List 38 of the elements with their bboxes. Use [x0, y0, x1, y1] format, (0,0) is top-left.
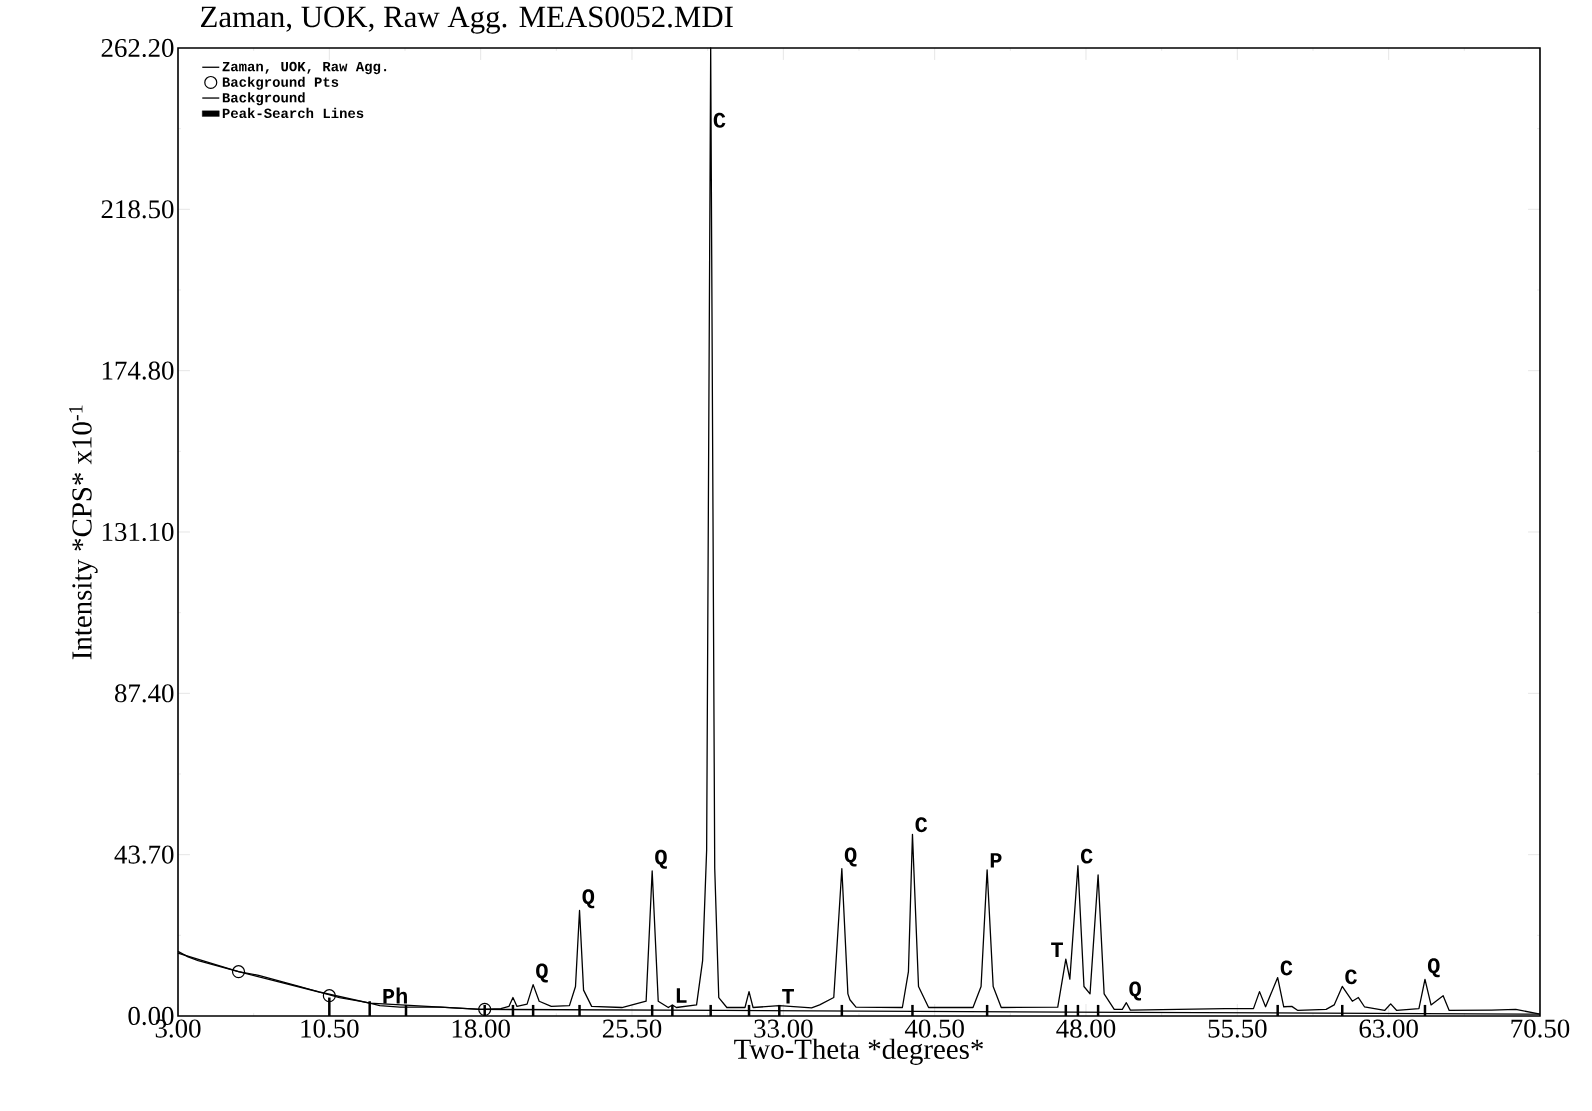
annotation: Q: [655, 849, 667, 869]
legend-label: Background Pts: [222, 76, 339, 90]
x-tick-label: 48.00: [1056, 1019, 1116, 1038]
x-axis-title: Two-Theta *degrees*: [734, 1038, 983, 1065]
x-tick-label: 63.00: [1359, 1019, 1418, 1038]
x-tick-label: 55.50: [1208, 1019, 1267, 1038]
y-tick-label: 174.80: [102, 361, 174, 380]
annotation: Q: [1129, 981, 1142, 1001]
annotation: C: [713, 112, 726, 128]
annotation: Q: [582, 889, 595, 909]
annotation: C: [1345, 969, 1357, 985]
y-tick-label: 131.10: [102, 522, 174, 542]
y-tick-label: 262.20: [101, 38, 174, 58]
annotation: C: [1080, 848, 1093, 864]
y-tick-label: 218.50: [101, 200, 174, 219]
annotation: C: [1280, 960, 1293, 976]
y-axis-title: Intensity *CPS* x10$^{-1}$: [69, 405, 98, 660]
legend-label: Background: [222, 92, 305, 106]
annotation: T: [1051, 942, 1063, 957]
annotation: L: [676, 988, 687, 1003]
x-tick-label: 40.50: [904, 1019, 964, 1038]
annotation: P: [990, 853, 1002, 868]
annotation: C: [915, 817, 928, 833]
x-tick-label: 10.50: [301, 1019, 359, 1038]
chart-title: Zaman, UOK, Raw Agg. MEAS0052.MDI: [201, 6, 733, 34]
y-tick-label: 87.40: [114, 684, 174, 703]
x-tick-label: 70.50: [1511, 1019, 1570, 1038]
annotation: Ph: [383, 987, 407, 1004]
legend-label: Peak-Search Lines: [222, 107, 364, 119]
x-tick-label: 18.00: [452, 1019, 510, 1038]
annotation: Q: [536, 963, 548, 983]
legend-label: Zaman, UOK, Raw Agg.: [222, 61, 387, 75]
annotation: T: [782, 989, 794, 1004]
x-tick-label: 33.00: [754, 1019, 813, 1038]
x-tick-label: 25.50: [602, 1019, 662, 1038]
annotation: Q: [1427, 958, 1440, 978]
annotation: Q: [844, 847, 857, 867]
y-tick-label: 43.70: [114, 845, 174, 864]
